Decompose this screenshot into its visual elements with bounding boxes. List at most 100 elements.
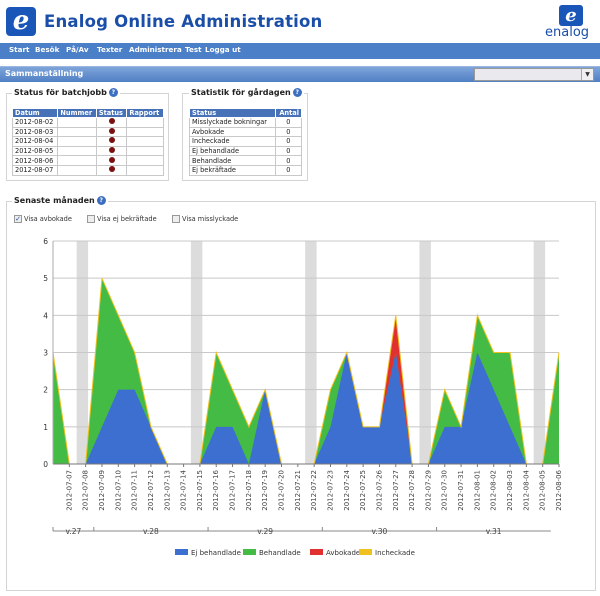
section-title: Sammanställning xyxy=(5,69,84,78)
table-row: 2012-08-07 xyxy=(11,164,164,176)
x-tick-label: 2012-07-12 xyxy=(147,470,155,511)
stats-panel-title: Statistik för gårdagen? xyxy=(189,88,304,97)
app-title: Enalog Online Administration xyxy=(44,12,323,31)
nav-start[interactable]: Start xyxy=(9,45,30,54)
legend-label: Incheckade xyxy=(375,549,415,557)
main-nav: Start Besök På/Av Texter Administrera Te… xyxy=(0,43,600,59)
x-tick-label: 2012-07-14 xyxy=(180,469,188,510)
status-dot-icon xyxy=(108,147,115,154)
x-tick-label: 2012-07-24 xyxy=(343,469,351,510)
legend-label: Behandlade xyxy=(259,549,301,557)
nav-administrera[interactable]: Administrera xyxy=(129,45,182,54)
x-tick-label: 2012-07-23 xyxy=(326,470,334,511)
period-select[interactable]: ▼ xyxy=(474,68,594,81)
table-row: Incheckade 0 xyxy=(189,136,303,147)
legend-swatch xyxy=(175,549,188,555)
table-row: 2012-08-04 xyxy=(11,136,164,147)
chevron-down-icon[interactable]: ▼ xyxy=(581,69,593,80)
month-panel-title: Senaste månaden? xyxy=(12,196,108,205)
app-header: e Enalog Online Administration e enalog xyxy=(0,0,600,42)
x-tick-label: 2012-07-16 xyxy=(212,469,220,510)
help-icon[interactable]: ? xyxy=(292,88,302,97)
show-cancelled-checkbox[interactable]: ✓ Visa avbokade xyxy=(14,215,72,223)
table-row: Behandlade 0 xyxy=(189,155,303,166)
x-tick-label: 2012-07-09 xyxy=(98,470,106,511)
legend-swatch xyxy=(359,549,372,555)
y-tick-label: 3 xyxy=(43,349,48,358)
col-status: Status xyxy=(95,108,128,118)
col-datum: Datum xyxy=(11,108,59,118)
y-tick-label: 6 xyxy=(43,237,48,246)
nav-test[interactable]: Test xyxy=(185,45,202,54)
series-area-0 xyxy=(53,352,559,464)
legend-label: Avbokade xyxy=(326,549,360,557)
section-bar: Sammanställning ▼ xyxy=(0,66,600,82)
brand-logo-icon: e xyxy=(559,5,583,26)
table-row: 2012-08-03 xyxy=(11,126,164,138)
checkmark-icon[interactable]: ✓ xyxy=(14,215,22,223)
nav-texter[interactable]: Texter xyxy=(97,45,123,54)
x-tick-label: 2012-07-08 xyxy=(82,470,90,511)
table-row: Ej bekräftade 0 xyxy=(189,164,303,176)
y-tick-label: 4 xyxy=(43,311,48,320)
x-tick-label: 2012-07-07 xyxy=(65,470,73,511)
x-tick-label: 2012-07-26 xyxy=(375,469,383,510)
x-tick-label: 2012-07-18 xyxy=(245,470,253,511)
status-dot-icon xyxy=(108,118,115,125)
x-tick-label: 2012-07-25 xyxy=(359,470,367,511)
y-tick-label: 1 xyxy=(43,423,48,432)
x-tick-label: 2012-07-31 xyxy=(457,470,465,511)
x-tick-label: 2012-08-04 xyxy=(522,469,530,510)
col-nummer: Nummer xyxy=(57,108,97,118)
x-tick-label: 2012-07-29 xyxy=(424,470,432,511)
x-tick-label: 2012-08-02 xyxy=(490,470,498,511)
nav-pa-av[interactable]: På/Av xyxy=(66,45,89,54)
x-tick-label: 2012-07-11 xyxy=(131,470,139,511)
status-dot-icon xyxy=(108,137,115,144)
batch-panel-title: Status för batchjobb? xyxy=(12,88,120,97)
legend-swatch xyxy=(243,549,256,555)
x-tick-label: 2012-07-30 xyxy=(441,470,449,511)
nav-logga-ut[interactable]: Logga ut xyxy=(205,45,241,54)
col-antal: Antal xyxy=(274,108,303,118)
x-tick-label: 2012-07-13 xyxy=(163,470,171,511)
legend-swatch xyxy=(310,549,323,555)
help-icon[interactable]: ? xyxy=(96,196,106,205)
week-label: v.28 xyxy=(143,527,159,536)
x-tick-label: 2012-07-27 xyxy=(392,470,400,511)
table-row: 2012-08-06 xyxy=(11,155,164,166)
table-row: 2012-08-05 xyxy=(11,145,164,157)
show-failed-checkbox[interactable]: Visa misslyckade xyxy=(172,215,238,223)
col-rapport: Rapport xyxy=(126,108,164,118)
table-row: Avbokade 0 xyxy=(189,126,303,138)
x-tick-label: 2012-07-17 xyxy=(229,470,237,511)
x-tick-label: 2012-07-15 xyxy=(196,470,204,511)
week-label: v.31 xyxy=(486,527,502,536)
table-row: 2012-08-02 xyxy=(11,117,164,128)
x-tick-label: 2012-07-28 xyxy=(408,470,416,511)
legend-label: Ej behandlade xyxy=(191,549,241,557)
x-tick-label: 2012-07-20 xyxy=(278,470,286,511)
x-tick-label: 2012-07-10 xyxy=(114,470,122,511)
table-row: Misslyckade bokningar 0 xyxy=(189,117,303,128)
stats-table: Status Antal Misslyckade bokningar 0 Avbo… xyxy=(189,108,303,176)
y-tick-label: 2 xyxy=(43,386,48,395)
week-label: v.30 xyxy=(372,527,388,536)
y-tick-label: 5 xyxy=(43,274,48,283)
x-tick-label: 2012-08-06 xyxy=(555,469,563,510)
enalog-logo-icon: e xyxy=(6,7,36,36)
table-row: Ej behandlade 0 xyxy=(189,145,303,157)
x-tick-label: 2012-08-05 xyxy=(539,470,547,511)
status-dot-icon xyxy=(108,156,115,163)
batch-table: Datum Nummer Status Rapport 2012-08-02 2… xyxy=(11,108,164,176)
brand-text: enalog xyxy=(545,25,590,40)
week-label: v.29 xyxy=(257,527,273,536)
week-label: v.27 xyxy=(66,527,82,536)
x-tick-label: 2012-07-22 xyxy=(310,470,318,511)
status-dot-icon xyxy=(108,166,115,173)
help-icon[interactable]: ? xyxy=(108,88,118,97)
nav-besok[interactable]: Besök xyxy=(35,45,60,54)
show-unconfirmed-checkbox[interactable]: Visa ej bekräftade xyxy=(87,215,157,223)
last-month-chart: 0 1 2 3 4 5 6 2012-07-07 2012-07-08 2012-07-09 201… xyxy=(43,237,563,557)
x-tick-label: 2012-07-21 xyxy=(294,470,302,511)
